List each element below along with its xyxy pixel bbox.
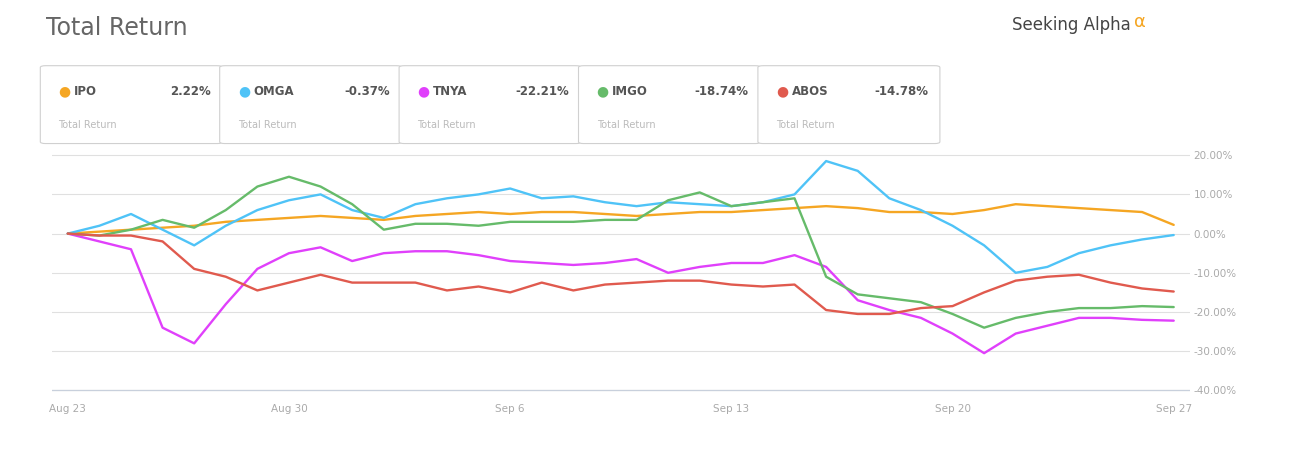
Text: ABOS: ABOS [792,85,828,98]
Text: -14.78%: -14.78% [874,85,928,98]
Text: ●: ● [58,84,70,98]
Text: Total Return: Total Return [597,121,655,130]
Text: 2.22%: 2.22% [170,85,211,98]
Text: Total Return: Total Return [417,121,476,130]
Text: ●: ● [417,84,429,98]
Text: IMGO: IMGO [612,85,649,98]
Text: Total Return: Total Return [46,16,187,40]
Text: -0.37%: -0.37% [344,85,390,98]
Text: TNYA: TNYA [433,85,468,98]
Text: ●: ● [776,84,788,98]
Text: -18.74%: -18.74% [694,85,749,98]
Text: α: α [1134,13,1145,31]
Text: Total Return: Total Return [58,121,117,130]
Text: -22.21%: -22.21% [516,85,569,98]
Text: OMGA: OMGA [254,85,294,98]
Text: ●: ● [238,84,250,98]
Text: IPO: IPO [74,85,98,98]
Text: ●: ● [597,84,608,98]
Text: Seeking Alpha: Seeking Alpha [1013,16,1131,34]
Text: Total Return: Total Return [776,121,835,130]
Text: Total Return: Total Return [238,121,296,130]
